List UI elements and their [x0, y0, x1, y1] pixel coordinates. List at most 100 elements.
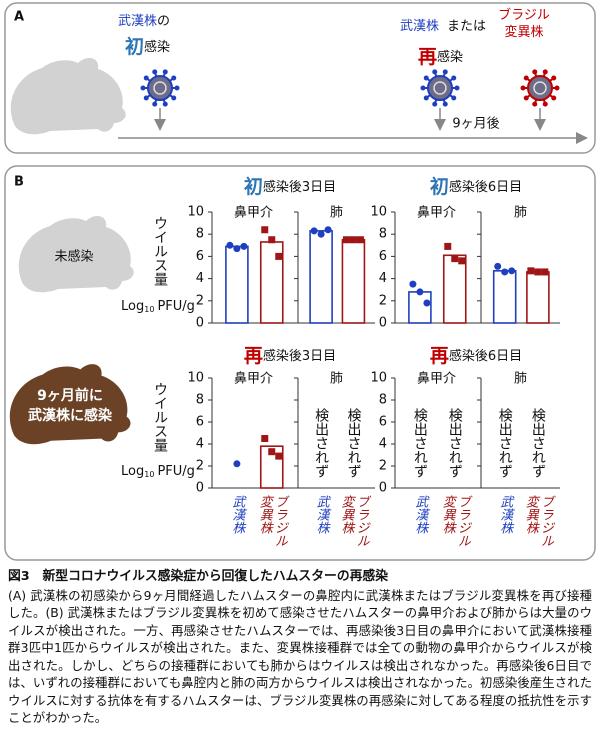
- x-tick-label: ブラジル変異株: [338, 495, 369, 547]
- bar: [492, 270, 517, 324]
- group-label: 9ヶ月前に: [37, 387, 103, 404]
- spike-tip: [532, 69, 538, 75]
- y-tick-label: 10: [187, 205, 204, 220]
- spike-tip: [451, 75, 457, 81]
- y-axis-label: ウイルス量: [152, 382, 168, 452]
- spike-tip: [420, 85, 426, 91]
- spike-tip: [143, 95, 149, 101]
- spike-tip: [551, 75, 557, 81]
- first-infection-strain: 武漢株の: [118, 14, 170, 29]
- or: または: [447, 19, 486, 34]
- group-header: 再感染後6日目: [430, 345, 522, 367]
- mark: 初: [430, 175, 449, 198]
- data-point: [233, 245, 241, 253]
- data-point: [268, 448, 276, 456]
- annotation: 検出されず: [313, 408, 329, 478]
- data-point: [541, 268, 549, 276]
- data-point: [527, 267, 535, 275]
- panel-label: B: [14, 175, 24, 190]
- data-point: [342, 236, 350, 244]
- y-tick-label: 10: [370, 371, 387, 386]
- figure: A 武漢株の 初感染 武漢株 または 再感染 9ヶ月後 B 未感染 9ヶ月前に 武…: [4, 2, 596, 561]
- data-point: [275, 452, 283, 460]
- data-point: [534, 268, 542, 276]
- spike-tip: [523, 75, 529, 81]
- caption-title: 図3 新型コロナウイルス感染症から回復したハムスターの再感染: [8, 569, 389, 584]
- data-point: [349, 236, 357, 244]
- y-tick-label: 8: [196, 393, 204, 408]
- spike-tip: [423, 95, 429, 101]
- x-tick-label: 武漢株: [497, 495, 513, 534]
- virus-core: [153, 81, 167, 95]
- data-point: [261, 226, 269, 234]
- virus-body: [527, 75, 553, 101]
- data-point: [508, 267, 516, 275]
- y-tick-label: 2: [196, 293, 204, 308]
- subplot-title: 鼻甲介: [417, 205, 456, 221]
- strain: 武漢株: [118, 14, 157, 29]
- x-tick-label: 武漢株: [412, 495, 428, 534]
- spike-tip: [523, 95, 529, 101]
- y-tick-label: 4: [379, 437, 387, 452]
- header-text: 感染後6日目: [449, 348, 522, 364]
- header-text: 感染後6日目: [449, 179, 522, 195]
- spike-tip: [554, 85, 560, 91]
- bar: [225, 245, 249, 324]
- subplot-title: 鼻甲介: [417, 371, 456, 387]
- data-point: [317, 230, 325, 238]
- unit: PFU/g: [157, 464, 194, 479]
- spike-tip: [152, 101, 158, 107]
- particle: の: [157, 14, 170, 29]
- panel-a-frame: [4, 2, 596, 154]
- spike-tip: [454, 85, 460, 91]
- first-infection: 初感染: [125, 35, 170, 58]
- subplot-title: 肺: [330, 372, 343, 387]
- y-tick-label: 10: [370, 205, 387, 220]
- subplot-title: 肺: [330, 206, 343, 221]
- y-tick-label: 0: [379, 316, 387, 331]
- x-tick-label: ブラジル変異株: [522, 495, 553, 547]
- y-tick-label: 4: [196, 437, 204, 452]
- subplot-title: 肺: [514, 206, 527, 221]
- data-point: [501, 268, 509, 276]
- data-point: [494, 262, 502, 270]
- spike-tip: [162, 69, 168, 75]
- y-tick-label: 0: [379, 481, 387, 496]
- mark: 再: [430, 345, 449, 367]
- data-point: [444, 242, 452, 250]
- reinfection: 再感染: [418, 46, 463, 68]
- bar: [526, 271, 550, 324]
- x-tick-label: ブラジル変異株: [439, 495, 470, 547]
- virus-core: [533, 81, 547, 95]
- spike-tip: [143, 75, 149, 81]
- spike-tip: [174, 85, 180, 91]
- data-point: [275, 252, 283, 260]
- virus-icon: [520, 69, 560, 107]
- x-tick-label: 武漢株: [229, 495, 245, 534]
- y-tick-label: 4: [379, 271, 387, 286]
- unit-sub: 10: [144, 305, 154, 314]
- caption-text: (A) 武漢株の初感染から9ヶ月間経過したハムスターの鼻腔内に武漢株またはブラジ…: [8, 587, 592, 726]
- bar: [442, 254, 467, 324]
- y-axis-unit: Log10 PFU/g: [121, 299, 195, 314]
- y-tick-label: 8: [379, 227, 387, 242]
- spike-tip: [432, 69, 438, 75]
- data-point: [416, 288, 424, 296]
- mark: 初: [244, 175, 263, 198]
- strain: 武漢株: [400, 19, 439, 34]
- y-tick-label: 8: [379, 393, 387, 408]
- y-tick-label: 6: [196, 249, 204, 264]
- data-point: [451, 255, 459, 263]
- spike-tip: [432, 101, 438, 107]
- data-point: [458, 257, 466, 265]
- bar: [341, 238, 366, 324]
- spike-tip: [542, 101, 548, 107]
- mark: 再: [244, 345, 263, 367]
- panel-b-frame: [4, 165, 596, 561]
- group-label: 未感染: [54, 249, 93, 265]
- y-tick-label: 8: [196, 227, 204, 242]
- subplot-title: 鼻甲介: [234, 205, 273, 221]
- unit-sub: 10: [144, 470, 154, 479]
- header-text: 感染後3日目: [263, 179, 336, 195]
